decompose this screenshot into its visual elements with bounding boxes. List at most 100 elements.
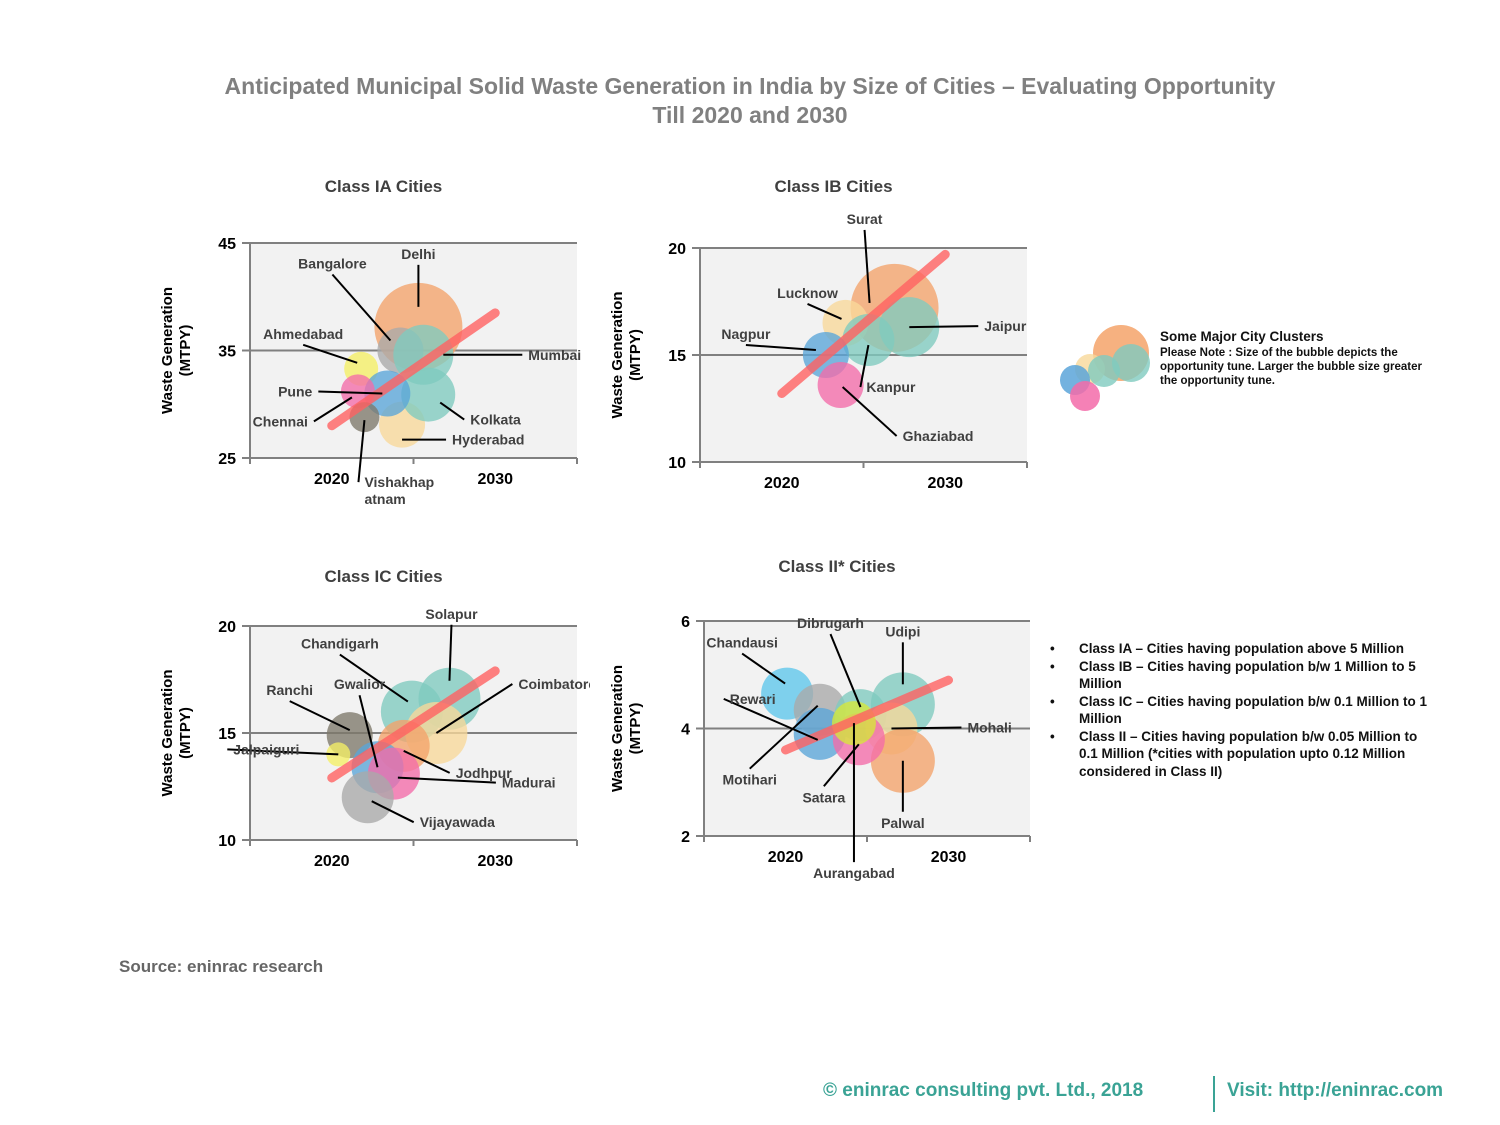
leader-line	[331, 273, 392, 342]
trend-line	[327, 666, 500, 783]
y-axis-label: Waste Generation(MTPY)	[609, 665, 644, 792]
y-tick-label: 35	[218, 344, 236, 361]
leader-line	[448, 624, 453, 681]
y-axis-label: Waste Generation(MTPY)	[159, 287, 194, 414]
y-tick-label: 25	[218, 451, 236, 468]
city-label: Chandausi	[706, 635, 778, 651]
y-tick-label: 6	[681, 614, 690, 631]
city-label: Chennai	[253, 413, 308, 429]
legend-bubble-teal	[1112, 344, 1150, 382]
x-tick-label: 2020	[314, 471, 350, 488]
leader-line	[841, 386, 898, 437]
x-tick-label: 2030	[477, 471, 513, 488]
leader-line	[371, 800, 415, 824]
legend-note: Some Major City Clusters Please Note : S…	[1160, 330, 1440, 388]
chart-class-ic: Class IC Cities 10 15 20 2020 2030 Waste Gener…	[150, 560, 596, 890]
y-axis-label: Waste Generation(MTPY)	[609, 292, 644, 419]
leader-line	[891, 726, 962, 730]
y-tick-label: 15	[218, 726, 236, 743]
city-label: Mohali	[967, 720, 1011, 736]
city-label: Kolkata	[470, 412, 521, 428]
leader-line	[749, 704, 819, 770]
y-tick-label: 15	[668, 348, 686, 365]
city-label: Lucknow	[777, 285, 838, 301]
trend-line	[777, 249, 950, 399]
legend-bubble-teal-small	[1088, 355, 1120, 387]
leader-line	[403, 749, 451, 774]
leader-line	[302, 343, 358, 364]
leader-line	[435, 683, 513, 734]
legend-note-text: Please Note : Size of the bubble depicts…	[1160, 347, 1422, 387]
city-label: Hyderabad	[452, 432, 524, 448]
y-tick-label: 20	[668, 241, 686, 258]
city-label: Bangalore	[298, 256, 367, 272]
source-note: Source: eninrac research	[119, 957, 324, 976]
y-tick-label: 10	[218, 833, 236, 850]
trend-line	[327, 308, 500, 431]
city-label: Ghaziabad	[903, 428, 974, 444]
chart-title: Class IA Cities	[325, 177, 442, 196]
x-tick-label: 2030	[927, 475, 963, 492]
city-label: Jaipur	[984, 318, 1027, 334]
chart-class-ia: Class IA Cities 25 35 45 2020 2030 Waste Gener…	[150, 170, 590, 510]
city-label: Satara	[802, 789, 845, 805]
leader-line	[318, 390, 383, 395]
city-label: Ahmedabad	[263, 326, 343, 342]
leader-line	[807, 302, 842, 320]
chart-class-ib: Class IB Cities 10 15 20 2020 2030 Waste Gener…	[600, 170, 1040, 500]
leader-line	[289, 700, 351, 732]
city-label: Surat	[847, 211, 883, 227]
leader-line	[358, 694, 379, 768]
chart-title: Class II* Cities	[778, 557, 895, 576]
leader-line	[439, 401, 465, 421]
city-label: Delhi	[401, 246, 435, 262]
city-label: Kanpur	[866, 379, 916, 395]
legend-bubbles	[1060, 325, 1150, 411]
y-tick-label: 4	[681, 722, 690, 739]
leader-line	[741, 652, 786, 685]
leader-line	[909, 325, 979, 329]
footer-visit-link[interactable]: Visit: http://eninrac.com	[1227, 1080, 1444, 1101]
y-tick-label: 20	[218, 619, 236, 636]
leader-line	[829, 633, 862, 708]
title-line-2: Till 2020 and 2030	[652, 102, 848, 128]
legend-bubble-pink	[1070, 381, 1100, 411]
city-label: Mumbai	[528, 347, 581, 363]
x-tick-label: 2020	[768, 849, 804, 866]
class-definitions: Class IA – Cities having population abov…	[1048, 640, 1438, 780]
city-label: Gwalior	[334, 676, 386, 692]
chart-title: Class IB Cities	[774, 177, 892, 196]
definition-item: Class II – Cities having population b/w …	[1048, 728, 1438, 781]
city-label: Chandigarh	[301, 636, 379, 652]
definition-item: Class IB – Cities having population b/w …	[1048, 658, 1438, 693]
x-tick-label: 2030	[931, 849, 967, 866]
city-label: Jodhpur	[456, 765, 513, 781]
x-tick-label: 2020	[764, 475, 800, 492]
city-label: Aurangabad	[813, 865, 895, 881]
city-label: Solapur	[425, 606, 478, 622]
definition-item: Class IC – Cities having population b/w …	[1048, 693, 1438, 728]
city-label: Vijayawada	[420, 814, 495, 830]
x-tick-label: 2020	[314, 853, 350, 870]
city-label: Ranchi	[266, 682, 313, 698]
chart-title: Class IC Cities	[324, 567, 442, 586]
city-label: Pune	[278, 384, 312, 400]
city-label: Motihari	[723, 772, 777, 788]
title-line-1: Anticipated Municipal Solid Waste Genera…	[224, 73, 1276, 99]
city-label: Madurai	[502, 775, 556, 791]
city-label: Jalpaiguri	[233, 741, 299, 757]
bubble-vijayawada	[341, 771, 394, 824]
city-label: Rewari	[730, 691, 776, 707]
city-label: Nagpur	[721, 326, 771, 342]
y-axis-label: Waste Generation(MTPY)	[159, 670, 194, 797]
y-tick-label: 45	[218, 236, 236, 253]
city-label: Vishakhap atnam	[364, 474, 434, 507]
definition-item: Class IA – Cities having population abov…	[1048, 640, 1438, 658]
legend-heading: Some Major City Clusters	[1160, 329, 1324, 344]
leader-line	[397, 776, 496, 784]
city-label: Udipi	[885, 623, 920, 639]
chart-svg: Class IA Cities 25 35 45 2020 2030 Waste Gener…	[159, 177, 581, 507]
footer-copyright: © eninrac consulting pvt. Ltd., 2018	[823, 1080, 1144, 1101]
leader-line	[723, 697, 819, 741]
